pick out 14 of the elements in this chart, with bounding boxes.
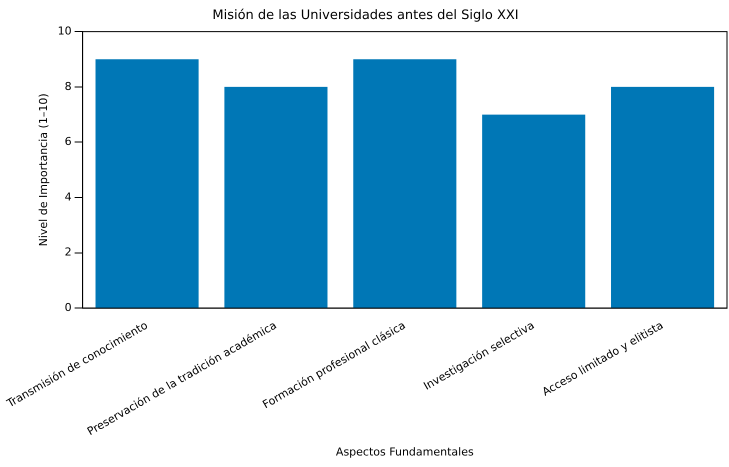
y-tick-label: 10 bbox=[58, 24, 72, 38]
y-tick-label: 4 bbox=[64, 190, 72, 204]
bar bbox=[611, 86, 714, 308]
y-tick-label: 8 bbox=[64, 80, 72, 93]
chart-title: Misión de las Universidades antes del Siglo XXI bbox=[212, 8, 519, 24]
bar bbox=[96, 59, 199, 308]
y-tick-label: 0 bbox=[64, 301, 72, 314]
y-axis-title: Nivel de Importancia (1–10) bbox=[36, 93, 50, 246]
y-tick-label: 2 bbox=[64, 246, 72, 259]
bar bbox=[482, 114, 586, 308]
bar bbox=[353, 59, 456, 308]
x-axis-title: Aspectos Fundamentales bbox=[336, 445, 474, 458]
bar bbox=[224, 86, 328, 308]
y-tick-label: 6 bbox=[64, 135, 72, 148]
